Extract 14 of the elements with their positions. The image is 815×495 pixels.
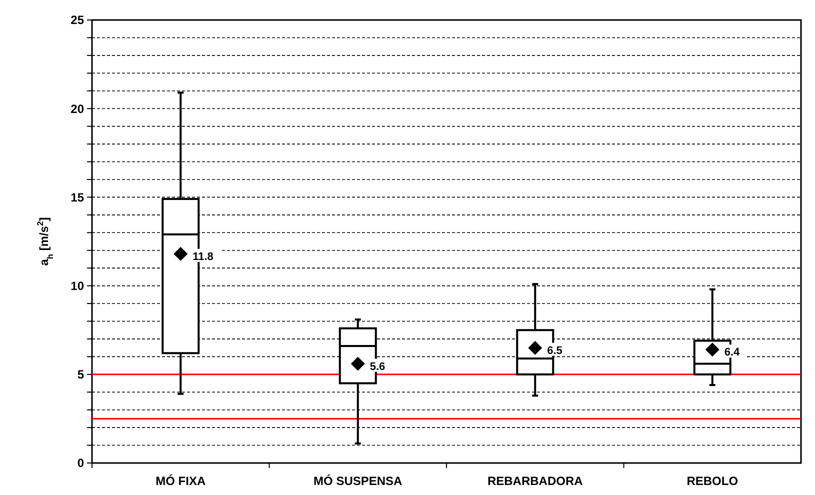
text: 6.5 [547, 344, 562, 357]
y-tick-label: 0 [77, 456, 84, 470]
y-tick-label: 10 [70, 279, 84, 293]
x-tick-label: MÓ SUSPENSA [314, 474, 403, 488]
y-tick-label: 15 [70, 190, 84, 204]
y-tick-label: 5 [77, 368, 84, 382]
x-tick-label: REBARBADORA [487, 474, 584, 488]
x-tick-label: MÓ FIXA [156, 474, 206, 488]
y-tick-label: 20 [70, 102, 84, 116]
text: 6.4 [724, 346, 740, 359]
x-tick-label: REBOLO [686, 474, 738, 488]
text: 5.6 [370, 360, 386, 373]
y-tick-label: 25 [70, 13, 84, 28]
text: 11.8 [192, 250, 214, 263]
